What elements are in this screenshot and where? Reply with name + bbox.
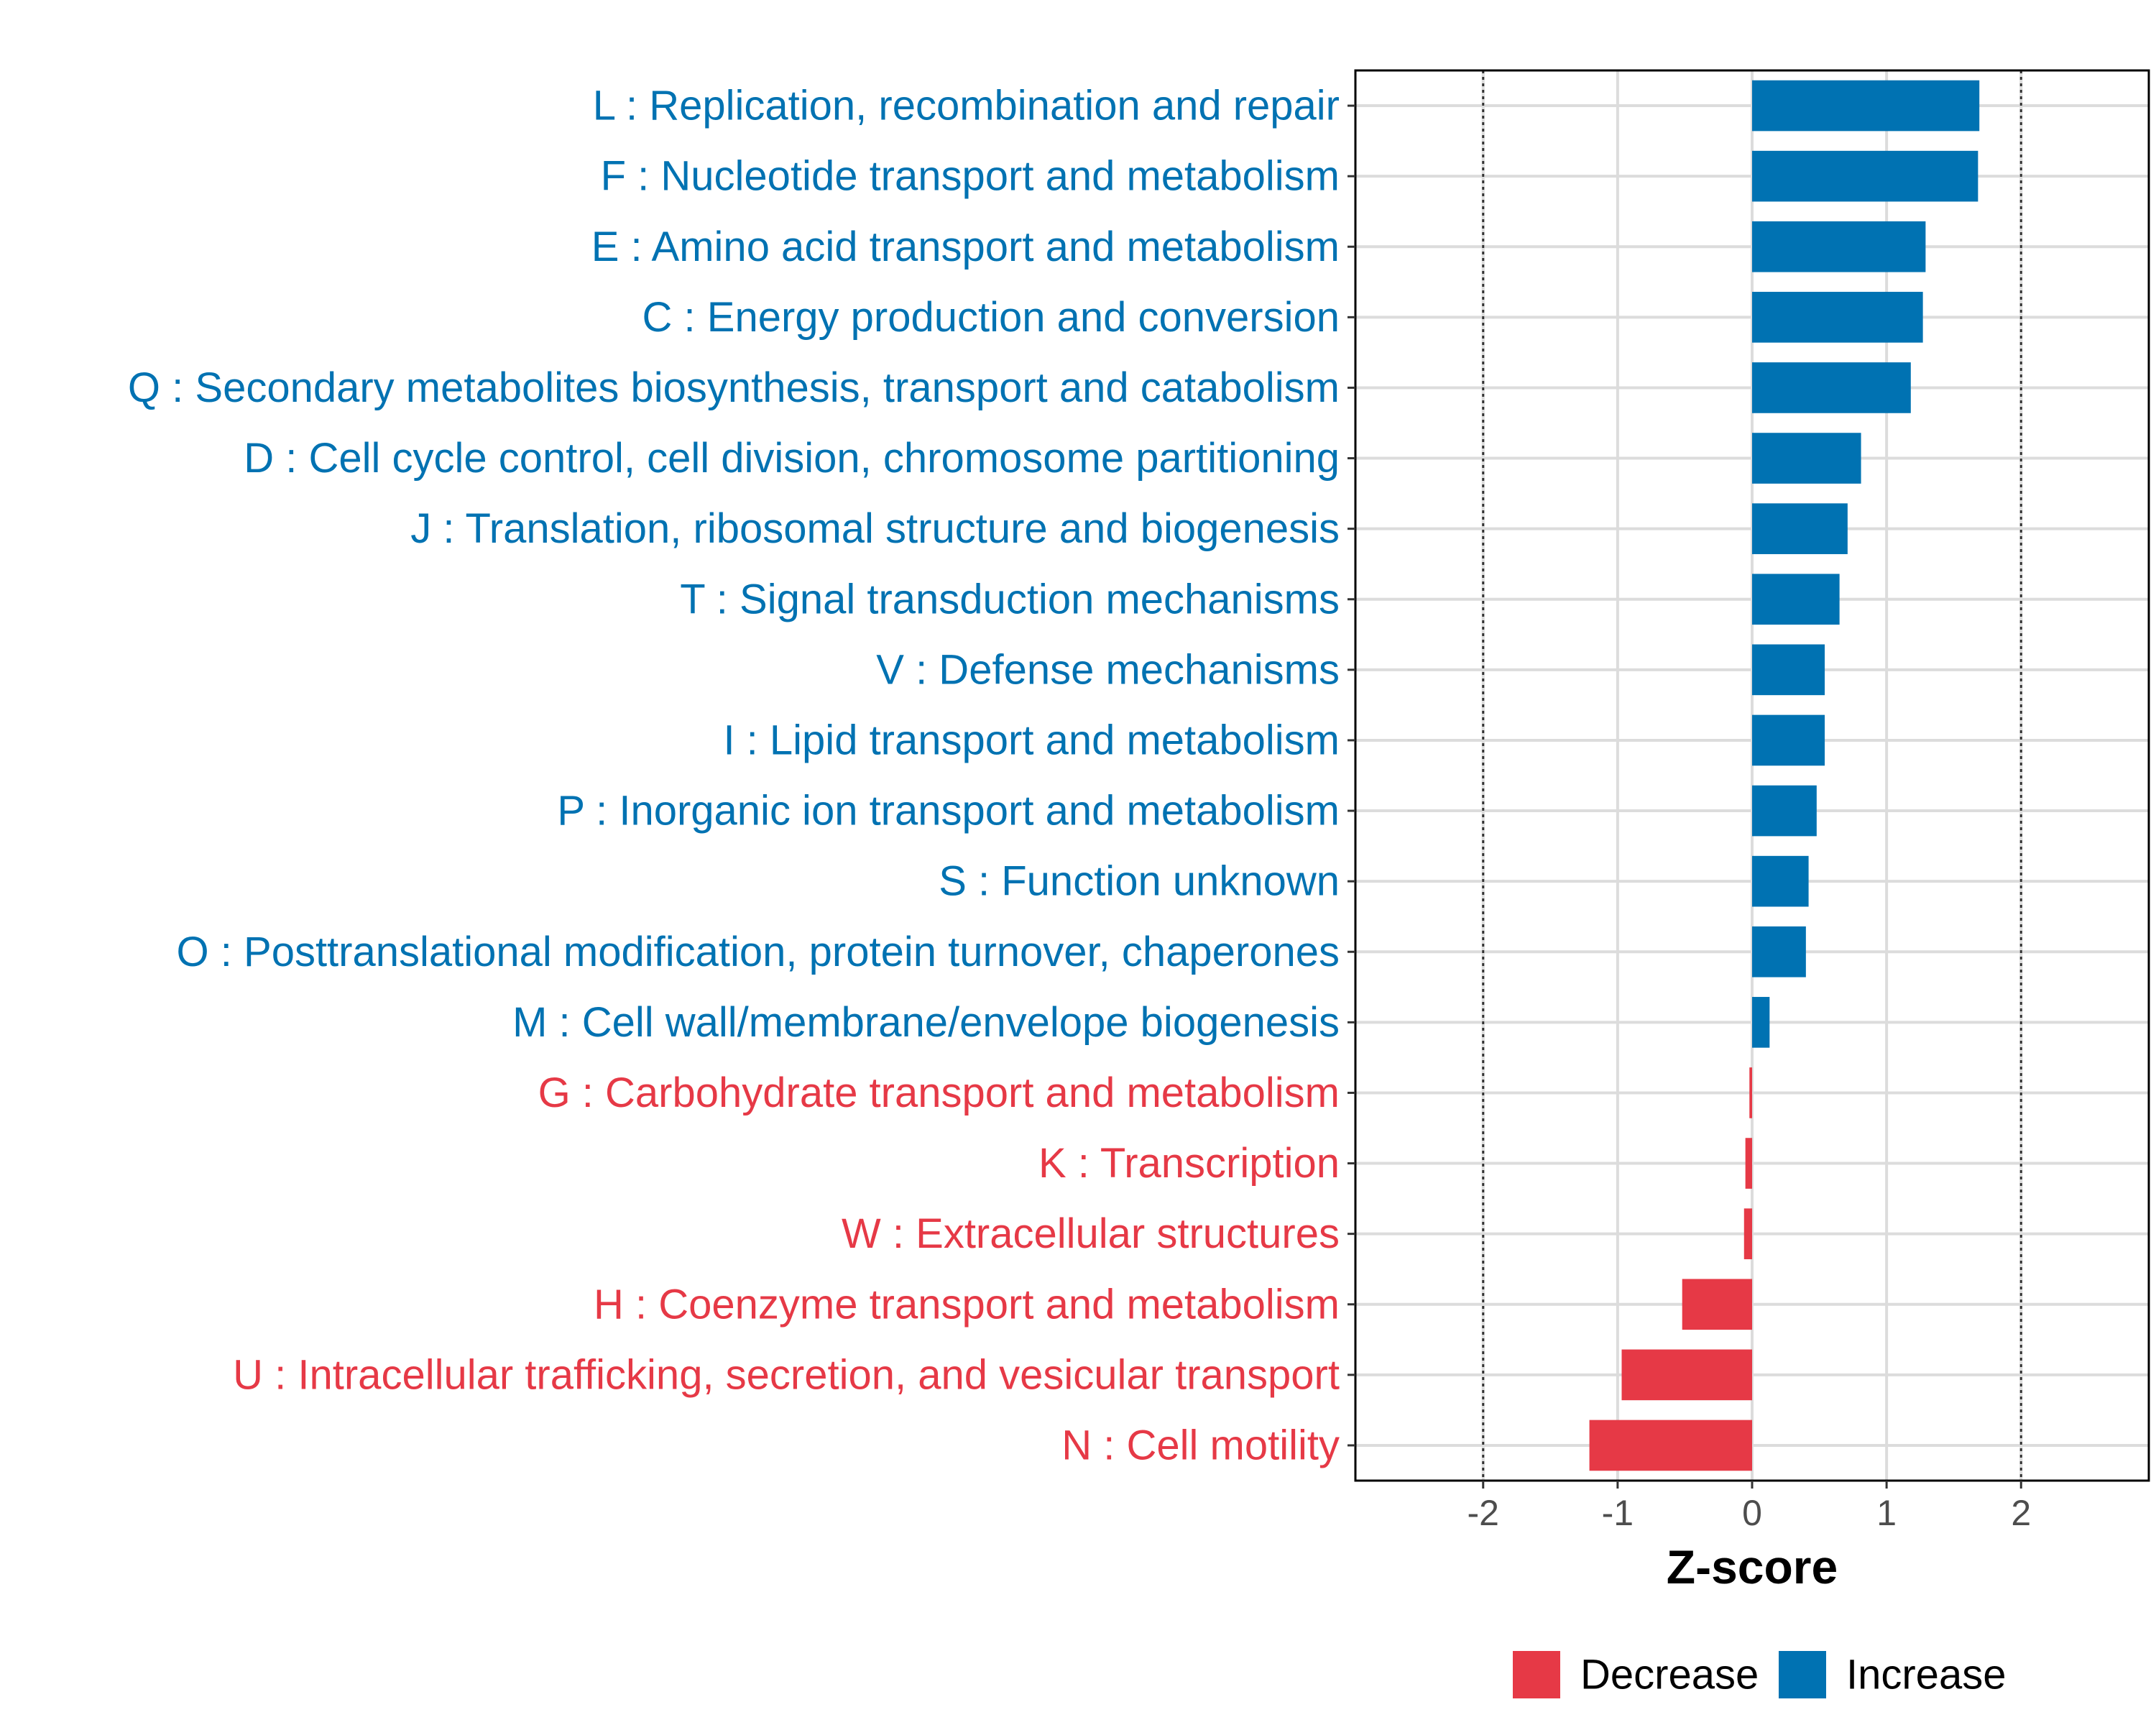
category-label: I : Lipid transport and metabolism xyxy=(723,717,1340,763)
legend-swatch-decrease xyxy=(1513,1651,1560,1698)
bar xyxy=(1752,926,1806,978)
bar xyxy=(1745,1138,1752,1189)
category-label: N : Cell motility xyxy=(1061,1422,1340,1468)
legend-label-decrease: Decrease xyxy=(1580,1652,1759,1698)
bar xyxy=(1752,714,1825,766)
bar xyxy=(1752,574,1840,625)
bar xyxy=(1752,362,1911,413)
category-label: J : Translation, ribosomal structure and… xyxy=(410,505,1340,552)
legend-swatch-increase xyxy=(1779,1651,1826,1698)
category-label: D : Cell cycle control, cell division, c… xyxy=(244,435,1340,482)
x-tick-label: -1 xyxy=(1602,1493,1634,1533)
legend-label-increase: Increase xyxy=(1846,1652,2006,1698)
bar xyxy=(1621,1349,1752,1401)
category-label: M : Cell wall/membrane/envelope biogenes… xyxy=(512,999,1340,1046)
category-label: E : Amino acid transport and metabolism xyxy=(591,224,1340,270)
bar xyxy=(1752,503,1848,554)
bar xyxy=(1752,433,1861,484)
category-label: H : Coenzyme transport and metabolism xyxy=(594,1281,1340,1328)
bar xyxy=(1589,1420,1752,1471)
x-tick-label: 0 xyxy=(1742,1493,1762,1533)
category-label: L : Replication, recombination and repai… xyxy=(593,83,1340,129)
category-label: F : Nucleotide transport and metabolism xyxy=(601,153,1340,200)
bar xyxy=(1749,1067,1752,1118)
category-label: U : Intracellular trafficking, secretion… xyxy=(233,1351,1340,1398)
x-tick-label: 1 xyxy=(1876,1493,1897,1533)
bar xyxy=(1752,292,1923,343)
category-label: Q : Secondary metabolites biosynthesis, … xyxy=(128,364,1340,411)
category-label: P : Inorganic ion transport and metaboli… xyxy=(557,788,1340,834)
legend: Decrease Increase xyxy=(1513,1651,2006,1698)
bar xyxy=(1752,644,1825,696)
category-labels: L : Replication, recombination and repai… xyxy=(128,83,1340,1469)
category-label: W : Extracellular structures xyxy=(842,1210,1340,1257)
category-label: S : Function unknown xyxy=(939,858,1340,905)
bars xyxy=(1589,80,1980,1471)
category-label: T : Signal transduction mechanisms xyxy=(680,576,1340,622)
y-axis-ticks xyxy=(1348,104,1355,1447)
category-label: C : Energy production and conversion xyxy=(642,294,1340,341)
bar xyxy=(1752,80,1980,132)
category-label: G : Carbohydrate transport and metabolis… xyxy=(538,1070,1340,1116)
bar xyxy=(1682,1279,1752,1330)
bar xyxy=(1743,1208,1752,1259)
bar xyxy=(1752,855,1809,907)
bar xyxy=(1752,221,1926,272)
reference-lines xyxy=(1482,70,2022,1481)
category-label: O : Posttranslational modification, prot… xyxy=(177,929,1340,975)
x-axis-title: Z-score xyxy=(1667,1540,1838,1593)
bar xyxy=(1752,785,1817,837)
category-label: K : Transcription xyxy=(1038,1140,1340,1187)
x-axis-ticks: -2 -1 0 1 2 xyxy=(1468,1481,2031,1533)
category-label: V : Defense mechanisms xyxy=(876,646,1340,693)
bar xyxy=(1752,150,1978,202)
bar xyxy=(1752,997,1770,1048)
x-tick-label: -2 xyxy=(1468,1493,1499,1533)
x-tick-label: 2 xyxy=(2011,1493,2031,1533)
